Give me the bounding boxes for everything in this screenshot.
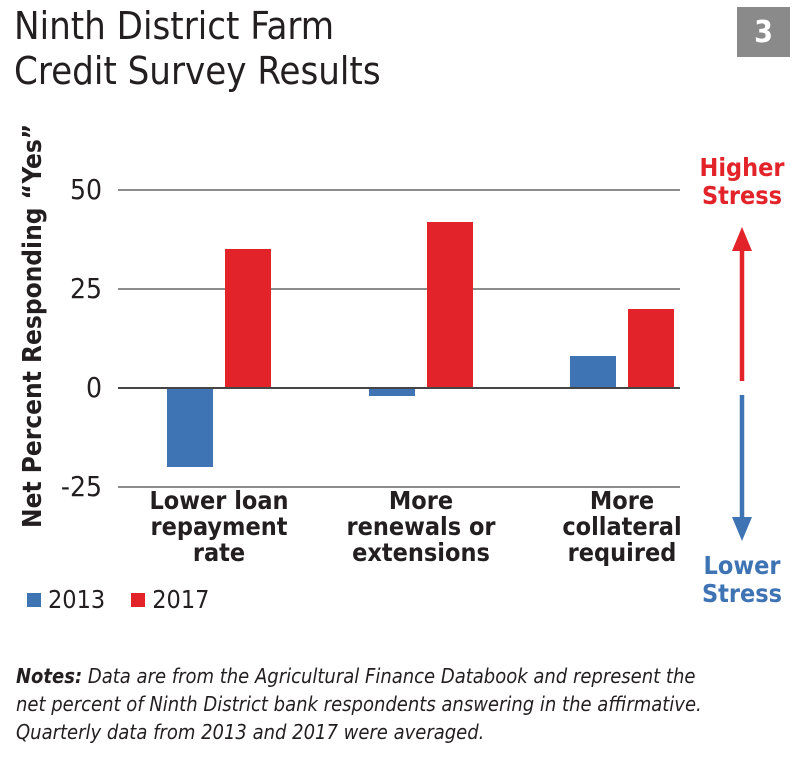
gridline--25 <box>118 486 680 488</box>
legend-item-2017: 2017 <box>131 587 209 613</box>
bar-2013-more-renewals-or-extensions <box>369 388 415 396</box>
x-category-label-more-renewals-or-extensions: More renewals or extensions <box>346 486 496 567</box>
legend-label-2017: 2017 <box>152 585 210 614</box>
plot-area <box>118 150 680 498</box>
notes-line2: net percent of Ninth District bank respo… <box>16 692 702 716</box>
y-tick-label-0: 0 <box>85 371 102 404</box>
y-tick-label-25: 25 <box>69 272 102 305</box>
x-category-label-lower-loan-repayment-rate: Lower loan repayment rate <box>149 486 289 567</box>
legend-label-2013: 2013 <box>48 585 106 614</box>
notes-line3: Quarterly data from 2013 and 2017 were a… <box>16 720 485 744</box>
gridline-0 <box>118 387 680 389</box>
bar-2017-lower-loan-repayment-rate <box>225 249 271 388</box>
lower-stress-label: Lower Stress <box>701 551 783 608</box>
y-tick-label--25: -25 <box>60 470 102 503</box>
legend-swatch-2013 <box>27 593 41 607</box>
notes-line1: Data are from the Agricultural Finance D… <box>82 664 696 688</box>
chart-title-line2: Credit Survey Results <box>14 49 381 93</box>
chart-title-line1: Ninth District Farm <box>14 4 335 48</box>
bar-2013-more-collateral-required <box>570 356 616 388</box>
lower-stress-arrow-icon <box>732 395 752 541</box>
notes-label: Notes: <box>16 664 83 688</box>
bar-2017-more-renewals-or-extensions <box>427 221 473 388</box>
bar-2013-lower-loan-repayment-rate <box>167 388 213 468</box>
x-category-label-more-collateral-required: More collateral required <box>562 486 682 567</box>
legend-item-2013: 2013 <box>27 587 105 613</box>
notes: Notes: Data are from the Agricultural Fi… <box>16 662 791 746</box>
legend: 2013 2017 <box>27 587 209 613</box>
chart-title: Ninth District Farm Credit Survey Result… <box>14 4 381 94</box>
bar-2017-more-collateral-required <box>628 308 674 388</box>
higher-stress-arrow-icon <box>732 227 752 381</box>
gridline-25 <box>118 288 680 290</box>
y-tick-label-50: 50 <box>69 173 102 206</box>
legend-swatch-2017 <box>131 593 146 607</box>
slide-number-badge: 3 <box>737 7 790 57</box>
gridline-50 <box>118 189 680 191</box>
higher-stress-label: Higher Stress <box>699 153 785 210</box>
